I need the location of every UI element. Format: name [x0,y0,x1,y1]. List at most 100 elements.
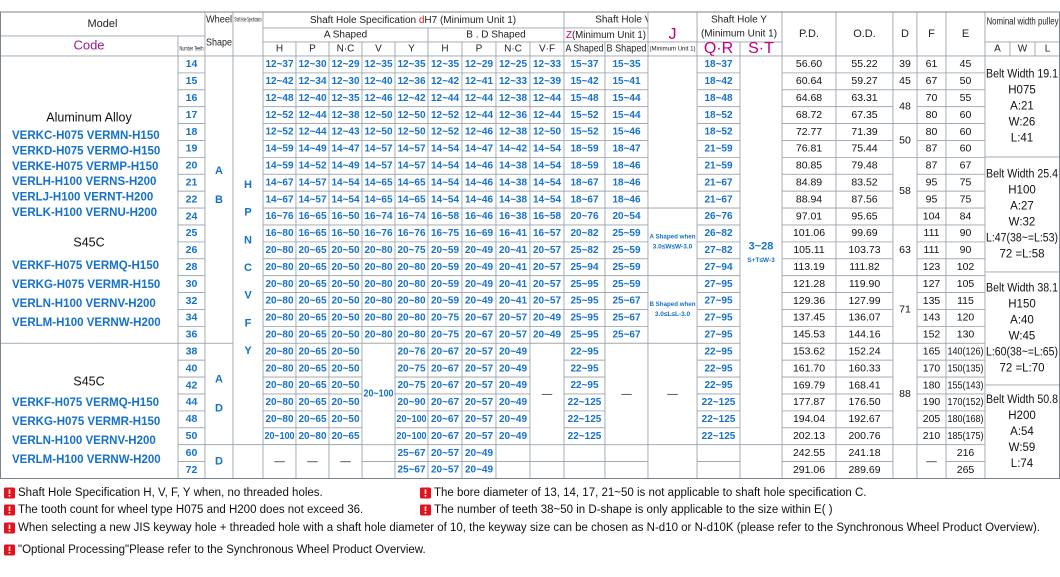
cell-text: 20~57 [533,279,562,290]
cell-text: 103.73 [848,244,880,256]
cell-text: 12~38 [499,127,528,138]
cell-text: 129.36 [793,295,825,307]
cell-text: 127.99 [848,295,880,307]
cell-text: VERLM-H100 VERNW-H200 [12,454,161,466]
cell-text: 20~65 [298,262,327,273]
cell-text: 3.0≤L≤L-3.0 [655,311,691,318]
cell-text: 20~50 [331,329,360,340]
merged-cell [295,444,330,479]
cell-text: Number Teeth [180,46,204,53]
cell-text: 60 [960,143,972,155]
cell-text: 16~74 [364,211,393,222]
cell-text: 20~59 [431,262,460,273]
cell-text: 25~59 [612,245,641,256]
cell-text: 25~95 [570,279,599,290]
cell-text: 177.87 [793,396,825,408]
cell-text: 25~82 [570,245,599,256]
cell-text: 20~80 [265,346,294,357]
cell-text: 20~50 [331,279,360,290]
cell-text: 20~80 [364,262,393,273]
cell [495,461,531,479]
cell-text: 20~41 [499,279,528,290]
cell-text: Q·R [704,40,733,57]
cell-text: — [667,388,678,400]
cell-text: 202.13 [793,430,825,442]
cell-text: A:27 [1010,201,1034,213]
cell-text: 20~65 [331,431,360,442]
cell-text: 20~50 [331,397,360,408]
cell-text: B [215,194,223,206]
cell-text: W:45 [1009,331,1036,343]
cell-text: 12~30 [298,59,327,70]
cell-text: 20~50 [331,313,360,324]
cell-text: 12~25 [499,59,528,70]
merged-cell [529,342,565,446]
cell-text: 72.77 [796,126,822,138]
cell-text: The tooth count for wheel type H075 and … [18,504,363,516]
cell-text: D [215,402,223,414]
cell-text: VERKF-H075 VERMQ-H150 [12,397,159,409]
cell-text: 168.41 [848,379,880,391]
cell [495,444,531,463]
cell-text: — [542,388,553,400]
cell-text: 18 [186,126,198,138]
cell-text: 20~80 [364,313,393,324]
cell-text: 12~40 [298,93,327,104]
cell-text: 25~94 [570,262,599,273]
cell-text: 71.39 [851,126,877,138]
header-text: Z(Minimum Unit 1) [566,30,646,41]
merged-cell [892,444,918,479]
cell-text: VERLJ-H100 VERNT-H200 [12,192,153,204]
cell-text: 14~65 [397,194,426,205]
cell-text: 15~35 [612,59,641,70]
cell-text: 14~59 [265,160,294,171]
cell [696,444,741,463]
cell-text: 15~52 [570,127,599,138]
cell-text: 20~100 [265,431,295,442]
cell-text: P [244,207,251,219]
cell-text: 14~49 [298,144,327,155]
cell-text: 136.07 [848,312,880,324]
cell-text: 14~46 [465,160,494,171]
cell-text: 22~125 [568,431,602,442]
merged-cell [361,342,396,446]
cell-text: 15~44 [612,93,641,104]
cell-text: 105 [957,278,975,290]
cell-text: 87 [926,143,938,155]
cell-text: — [307,455,318,467]
cell-text: 22~95 [704,363,733,374]
cell-text: 90 [960,227,972,239]
cell-text: 20~50 [331,296,360,307]
cell-text: 20~80 [265,414,294,425]
cell-text: 87.56 [851,193,877,205]
cell-text: Y [244,345,252,357]
cell-text: 101.06 [793,227,825,239]
cell-text: 12~37 [265,59,294,70]
cell-text: 20~80 [265,313,294,324]
cell-text: 192.67 [848,413,880,425]
cell-text: 14~42 [499,144,528,155]
cell-text: 15~44 [612,110,641,121]
cell-text: 20~80 [397,329,426,340]
cell-text: 12~33 [499,76,528,87]
cell-text: B Shaped [607,44,647,55]
merged-cell [204,55,234,344]
cell-text: 20~49 [499,397,528,408]
cell-text: 20~57 [533,262,562,273]
cell-text: 170(152) [948,396,984,408]
cell-text: 12~52 [265,127,294,138]
cell-text: 63 [899,244,911,256]
cell-text: "Optional Processing"Please refer to the… [18,544,426,556]
cell-text: 20~50 [331,262,360,273]
cell-text: 20~80 [265,380,294,391]
cell-text: 12~44 [298,127,327,138]
cell-text: 12~50 [397,127,426,138]
cell-text: 20~49 [499,346,528,357]
note-icon-mark [8,524,11,529]
cell-text: 25~95 [570,313,599,324]
cell-text: 20~41 [499,296,528,307]
cell-text: 39 [899,58,911,70]
cell-text: The bore diameter of 13, 14, 17, 21~50 i… [434,487,866,499]
cell-text: 12~39 [533,76,562,87]
cell-text: 135 [923,295,941,307]
